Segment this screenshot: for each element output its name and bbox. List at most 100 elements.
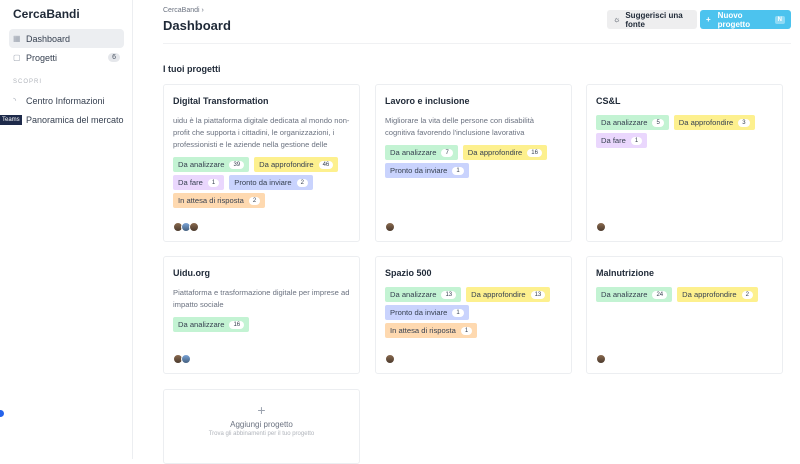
sidebar-item-progetti[interactable]: ▢ Progetti 6 bbox=[9, 48, 124, 67]
breadcrumb[interactable]: CercaBandi › bbox=[163, 7, 204, 14]
status-tag[interactable]: In attesa di risposta 1 bbox=[385, 323, 478, 338]
status-tag[interactable]: Da fare 1 bbox=[173, 175, 225, 190]
lightbulb-icon: ☼ bbox=[613, 15, 621, 24]
status-tag[interactable]: In attesa di risposta 2 bbox=[173, 193, 266, 208]
tag-count: 46 bbox=[318, 160, 334, 169]
avatar[interactable] bbox=[596, 222, 606, 232]
tag-label: Da approfondire bbox=[259, 160, 314, 169]
tag-count: 1 bbox=[452, 166, 464, 175]
status-tag[interactable]: Da approfondire 2 bbox=[677, 287, 758, 302]
project-card[interactable]: Uidu.org Piattaforma e trasformazione dig… bbox=[163, 256, 360, 374]
tag-count: 1 bbox=[630, 136, 643, 145]
breadcrumb-item[interactable]: CercaBandi bbox=[163, 7, 200, 14]
status-tag[interactable]: Da analizzare 24 bbox=[596, 287, 673, 302]
avatar[interactable] bbox=[596, 354, 606, 364]
button-label: Nuovo progetto bbox=[717, 10, 751, 29]
tag-label: Da analizzare bbox=[601, 118, 648, 127]
project-title: Spazio 500 bbox=[385, 268, 432, 278]
tag-label: Da analizzare bbox=[178, 320, 225, 329]
status-tag[interactable]: Da fare 1 bbox=[596, 133, 648, 148]
project-description: Migliorare la vita delle persone con dis… bbox=[385, 116, 535, 137]
count-badge: 6 bbox=[108, 53, 120, 62]
tag-count: 1 bbox=[207, 178, 220, 187]
tag-count: 5 bbox=[652, 118, 664, 127]
add-project-subtitle: Trova gli abbinamenti per il tuo progett… bbox=[208, 431, 315, 437]
project-title: Uidu.org bbox=[173, 268, 210, 278]
plus-icon: + bbox=[257, 402, 266, 418]
project-title: Malnutrizione bbox=[596, 268, 654, 278]
tag-count: 2 bbox=[741, 290, 753, 299]
tag-label: Pronto da inviare bbox=[234, 178, 292, 187]
teams-tooltip[interactable]: Teams bbox=[0, 115, 22, 125]
notification-dot[interactable] bbox=[0, 410, 4, 417]
sidebar-item-label: Centro Informazioni bbox=[26, 95, 105, 106]
status-tag[interactable]: Da analizzare 16 bbox=[173, 317, 250, 332]
sidebar: CercaBandi ▦ Dashboard ▢ Progetti 6 SCOPRI … bbox=[0, 0, 133, 459]
tag-count: 1 bbox=[460, 326, 473, 335]
status-tag[interactable]: Da approfondire 46 bbox=[254, 157, 339, 172]
project-description: Piattaforma e trasformazione digitale pe… bbox=[173, 288, 350, 309]
tag-count: 2 bbox=[296, 178, 309, 187]
divider bbox=[163, 43, 791, 44]
status-tag[interactable]: Pronto da inviare 1 bbox=[385, 305, 469, 320]
tag-label: Da analizzare bbox=[390, 290, 437, 299]
status-tag[interactable]: Da analizzare 7 bbox=[385, 145, 458, 160]
sidebar-item-centro-informazioni[interactable]: ◝ Centro Informazioni bbox=[9, 91, 124, 110]
section-title: I tuoi progetti bbox=[163, 64, 221, 74]
tag-label: Da approfondire bbox=[467, 148, 523, 157]
project-card[interactable]: Lavoro e inclusione Migliorare la vita de… bbox=[375, 84, 572, 242]
tag-label: Da analizzare bbox=[390, 148, 437, 157]
status-tag[interactable]: Da approfondire 13 bbox=[466, 287, 551, 302]
tag-label: Pronto da inviare bbox=[390, 308, 448, 317]
status-tag[interactable]: Da analizzare 13 bbox=[385, 287, 462, 302]
sidebar-item-panoramica[interactable]: Panoramica del mercato bbox=[9, 110, 124, 129]
section-label: SCOPRI bbox=[13, 79, 43, 85]
tag-count: 24 bbox=[652, 290, 668, 299]
tag-label: Da analizzare bbox=[601, 290, 648, 299]
sidebar-item-label: Progetti bbox=[26, 52, 58, 63]
app-logo: CercaBandi bbox=[13, 7, 80, 21]
add-project-card[interactable]: + Aggiungi progetto Trova gli abbinament… bbox=[163, 389, 360, 464]
tag-count: 3 bbox=[738, 118, 750, 127]
tag-label: Da approfondire bbox=[682, 290, 737, 299]
status-tag[interactable]: Da analizzare 5 bbox=[596, 115, 669, 130]
shortcut-badge: N bbox=[774, 15, 785, 24]
project-title: Digital Transformation bbox=[173, 96, 269, 106]
dashboard-icon: ▦ bbox=[13, 33, 21, 43]
suggest-source-button[interactable]: ☼ Suggerisci una fonte bbox=[607, 10, 697, 29]
avatar[interactable] bbox=[189, 222, 199, 232]
status-tag[interactable]: Da approfondire 3 bbox=[673, 115, 755, 130]
status-tag[interactable]: Da approfondire 16 bbox=[462, 145, 547, 160]
add-project-title: Aggiungi progetto bbox=[230, 420, 293, 429]
project-card[interactable]: Spazio 500 Da analizzare 13 Da approfondire… bbox=[375, 256, 572, 374]
project-card[interactable]: Digital Transformation uidu è la piattafo… bbox=[163, 84, 360, 242]
tag-count: 1 bbox=[452, 308, 464, 317]
tag-count: 2 bbox=[248, 196, 261, 205]
avatar[interactable] bbox=[385, 222, 395, 232]
sidebar-item-label: Panoramica del mercato bbox=[26, 114, 124, 125]
tag-label: Da fare bbox=[178, 178, 203, 187]
avatar[interactable] bbox=[181, 354, 191, 364]
project-card[interactable]: CS&L Da analizzare 5 Da approfondire 3 Da far… bbox=[586, 84, 783, 242]
tag-count: 7 bbox=[441, 148, 453, 157]
project-title: Lavoro e inclusione bbox=[385, 96, 470, 106]
project-description: uidu è la piattaforma digitale dedicata … bbox=[173, 116, 350, 149]
tag-count: 39 bbox=[229, 160, 245, 169]
status-tag[interactable]: Pronto da inviare 2 bbox=[229, 175, 314, 190]
tag-count: 13 bbox=[530, 290, 546, 299]
sidebar-item-label: Dashboard bbox=[26, 33, 71, 44]
avatar[interactable] bbox=[385, 354, 395, 364]
status-tag[interactable]: Da analizzare 39 bbox=[173, 157, 250, 172]
tag-count: 16 bbox=[527, 148, 542, 157]
page-title: Dashboard bbox=[163, 18, 231, 33]
rss-icon: ◝ bbox=[13, 95, 17, 105]
status-tag[interactable]: Pronto da inviare 1 bbox=[385, 163, 469, 178]
button-label: Suggerisci una fonte bbox=[625, 10, 683, 29]
tag-label: In attesa di risposta bbox=[178, 196, 244, 205]
chevron-right-icon: › bbox=[201, 7, 204, 14]
new-project-button[interactable]: + Nuovo progetto N bbox=[700, 10, 791, 29]
plus-icon: + bbox=[706, 15, 711, 24]
tag-count: 16 bbox=[229, 320, 245, 329]
sidebar-item-dashboard[interactable]: ▦ Dashboard bbox=[9, 29, 124, 48]
project-card[interactable]: Malnutrizione Da analizzare 24 Da approfond… bbox=[586, 256, 783, 374]
